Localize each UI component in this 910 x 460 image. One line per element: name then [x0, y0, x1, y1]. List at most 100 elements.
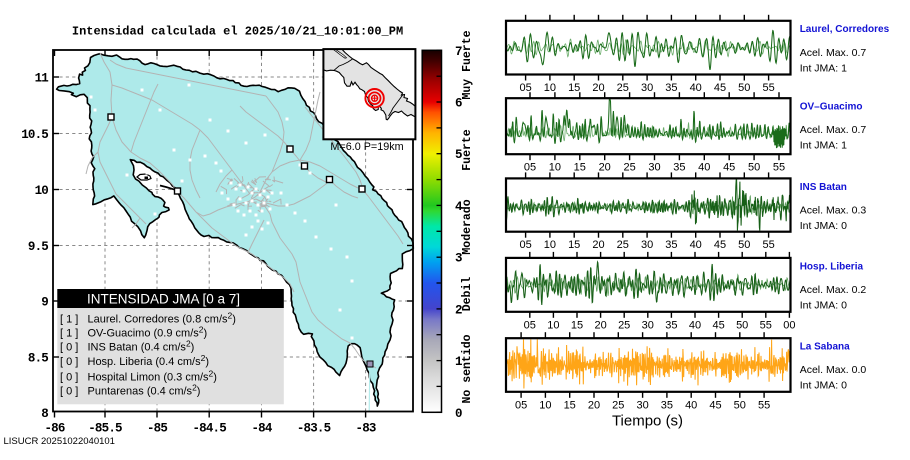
svg-text:Puntarenas (0.4 cm/s2): Puntarenas (0.4 cm/s2): [88, 382, 201, 397]
svg-text:10: 10: [35, 184, 49, 198]
svg-text:7: 7: [455, 45, 462, 59]
svg-text:30: 30: [642, 319, 654, 331]
svg-text:-85: -85: [147, 422, 167, 436]
svg-text:[ 0 ]: [ 0 ]: [60, 356, 78, 368]
svg-text:Int JMA: 0: Int JMA: 0: [800, 299, 847, 311]
svg-text:9: 9: [41, 296, 48, 310]
svg-text:-83: -83: [356, 422, 376, 436]
svg-text:50: 50: [736, 319, 748, 331]
svg-text:20: 20: [594, 319, 606, 331]
svg-text:6: 6: [455, 97, 462, 111]
svg-text:[ 0 ]: [ 0 ]: [60, 385, 78, 397]
svg-text:LISUCR 20251022040101: LISUCR 20251022040101: [4, 436, 115, 447]
svg-text:Acel. Max. 0.2: Acel. Max. 0.2: [800, 284, 867, 296]
svg-text:INS Batan (0.4 cm/s2): INS Batan (0.4 cm/s2): [88, 339, 195, 354]
svg-text:0: 0: [455, 407, 462, 421]
svg-text:55: 55: [758, 399, 770, 411]
svg-text:55: 55: [760, 319, 772, 331]
svg-text:8.5: 8.5: [28, 352, 48, 366]
svg-text:INTENSIDAD JMA [0 a 7]: INTENSIDAD JMA [0 a 7]: [87, 291, 240, 306]
svg-text:40: 40: [689, 319, 701, 331]
svg-text:50: 50: [738, 239, 750, 251]
svg-text:Acel. Max. 0.3: Acel. Max. 0.3: [800, 204, 867, 216]
svg-text:Acel. Max. 0.7: Acel. Max. 0.7: [800, 47, 867, 59]
svg-text:Hospital Limon (0.3 cm/s2): Hospital Limon (0.3 cm/s2): [88, 368, 217, 383]
svg-text:15: 15: [568, 82, 580, 94]
svg-text:50: 50: [734, 399, 746, 411]
svg-text:Hosp. Liberia (0.4 cm/s2): Hosp. Liberia (0.4 cm/s2): [88, 353, 210, 368]
svg-text:25: 25: [617, 82, 629, 94]
svg-text:11: 11: [35, 72, 49, 86]
svg-text:[ 0 ]: [ 0 ]: [60, 371, 78, 383]
svg-text:[ 1 ]: [ 1 ]: [60, 328, 78, 340]
svg-text:-86: -86: [44, 422, 64, 436]
svg-text:Intensidad calculada el 2025/1: Intensidad calculada el 2025/10/21_10:01…: [72, 25, 403, 39]
svg-text:30: 30: [641, 82, 653, 94]
svg-text:Acel. Max. 0.0: Acel. Max. 0.0: [800, 364, 867, 376]
svg-text:35: 35: [665, 319, 677, 331]
svg-text:50: 50: [748, 162, 760, 174]
svg-text:4: 4: [455, 200, 463, 214]
svg-text:05: 05: [524, 319, 536, 331]
svg-text:2: 2: [455, 303, 462, 317]
svg-text:40: 40: [685, 399, 697, 411]
svg-text:20: 20: [592, 239, 604, 251]
svg-text:10: 10: [544, 239, 556, 251]
svg-text:Int JMA: 1: Int JMA: 1: [800, 62, 847, 74]
svg-text:Muy Fuerte: Muy Fuerte: [461, 30, 474, 99]
svg-text:-84: -84: [251, 422, 272, 436]
svg-text:20: 20: [599, 162, 611, 174]
svg-text:35: 35: [665, 239, 677, 251]
svg-text:30: 30: [641, 239, 653, 251]
svg-text:40: 40: [690, 239, 702, 251]
svg-text:[ 0 ]: [ 0 ]: [60, 342, 78, 354]
svg-text:05: 05: [515, 399, 527, 411]
svg-text:Tiempo (s): Tiempo (s): [612, 412, 683, 429]
svg-text:10: 10: [539, 399, 551, 411]
svg-text:35: 35: [661, 399, 673, 411]
svg-text:8: 8: [41, 407, 48, 421]
svg-text:40: 40: [698, 162, 710, 174]
svg-text:10: 10: [544, 82, 556, 94]
svg-text:Laurel, Corredores: Laurel, Corredores: [800, 24, 890, 35]
svg-text:La Sabana: La Sabana: [800, 342, 850, 353]
svg-text:Int JMA: 0: Int JMA: 0: [800, 220, 847, 232]
svg-text:Int JMA: 1: Int JMA: 1: [800, 140, 847, 152]
svg-text:30: 30: [636, 399, 648, 411]
svg-text:-84.5: -84.5: [192, 422, 226, 436]
svg-text:05: 05: [524, 162, 536, 174]
svg-text:30: 30: [648, 162, 660, 174]
svg-text:-85.5: -85.5: [88, 422, 122, 436]
svg-text:45: 45: [709, 399, 721, 411]
svg-text:50: 50: [738, 82, 750, 94]
svg-text:45: 45: [723, 162, 735, 174]
svg-text:Acel. Max. 0.7: Acel. Max. 0.7: [800, 124, 867, 136]
svg-text:25: 25: [623, 162, 635, 174]
svg-text:Moderado: Moderado: [461, 199, 474, 254]
svg-text:15: 15: [571, 319, 583, 331]
svg-text:35: 35: [665, 82, 677, 94]
svg-text:15: 15: [574, 162, 586, 174]
svg-text:55: 55: [762, 82, 774, 94]
svg-text:25: 25: [617, 239, 629, 251]
svg-text:00: 00: [783, 319, 795, 331]
svg-text:1: 1: [455, 355, 462, 369]
svg-text:3: 3: [455, 252, 462, 266]
svg-text:55: 55: [762, 239, 774, 251]
svg-text:5: 5: [455, 148, 462, 162]
svg-text:45: 45: [714, 239, 726, 251]
svg-text:25: 25: [612, 399, 624, 411]
svg-text:10.5: 10.5: [21, 128, 48, 142]
svg-text:15: 15: [568, 239, 580, 251]
svg-text:20: 20: [592, 82, 604, 94]
svg-text:INS Batan: INS Batan: [800, 182, 847, 193]
svg-text:45: 45: [714, 82, 726, 94]
svg-text:Int JMA: 0: Int JMA: 0: [800, 380, 847, 392]
svg-text:Debil: Debil: [461, 277, 474, 312]
svg-text:9.5: 9.5: [28, 240, 48, 254]
svg-text:Hosp. Liberia: Hosp. Liberia: [800, 261, 864, 272]
svg-text:45: 45: [712, 319, 724, 331]
svg-text:10: 10: [549, 162, 561, 174]
svg-text:M=6.0 P=19km: M=6.0 P=19km: [330, 141, 403, 153]
svg-text:55: 55: [773, 162, 785, 174]
